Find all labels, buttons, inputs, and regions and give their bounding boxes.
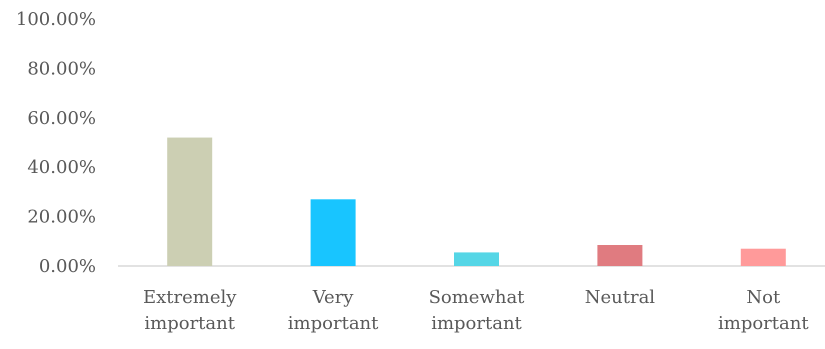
bar-series bbox=[167, 137, 786, 266]
x-tick-label: Not important bbox=[718, 287, 809, 334]
x-tick-label-line: important bbox=[718, 313, 809, 334]
x-tick-label: Extremely important bbox=[143, 287, 237, 334]
x-tick-label: Very important bbox=[288, 287, 379, 334]
y-tick-label: 0.00% bbox=[39, 256, 96, 277]
y-tick-label: 40.00% bbox=[27, 157, 96, 178]
x-tick-label-line: Somewhat bbox=[429, 287, 526, 308]
bar bbox=[310, 199, 356, 266]
x-tick-label-line: Neutral bbox=[585, 287, 656, 308]
y-tick-label: 100.00% bbox=[16, 9, 96, 30]
x-tick-label-line: Very bbox=[312, 287, 355, 308]
y-tick-label: 60.00% bbox=[27, 108, 96, 129]
bar bbox=[597, 245, 643, 266]
x-axis-tick-labels: Extremely important Very important Somewhat i… bbox=[143, 287, 809, 334]
x-tick-label-line: important bbox=[144, 313, 235, 334]
y-axis-tick-labels: 0.00% 20.00% 40.00% 60.00% 80.00% 100.00% bbox=[16, 9, 96, 277]
y-tick-label: 80.00% bbox=[27, 58, 96, 79]
y-tick-label: 20.00% bbox=[27, 207, 96, 228]
x-tick-label: Somewhat important bbox=[429, 287, 526, 334]
x-tick-label: Neutral bbox=[585, 287, 656, 308]
bar bbox=[740, 248, 786, 266]
x-tick-label-line: important bbox=[288, 313, 379, 334]
bar bbox=[454, 252, 499, 266]
x-tick-label-line: Extremely bbox=[143, 287, 237, 308]
x-tick-label-line: Not bbox=[746, 287, 781, 308]
x-tick-label-line: important bbox=[431, 313, 522, 334]
bar bbox=[167, 137, 213, 266]
